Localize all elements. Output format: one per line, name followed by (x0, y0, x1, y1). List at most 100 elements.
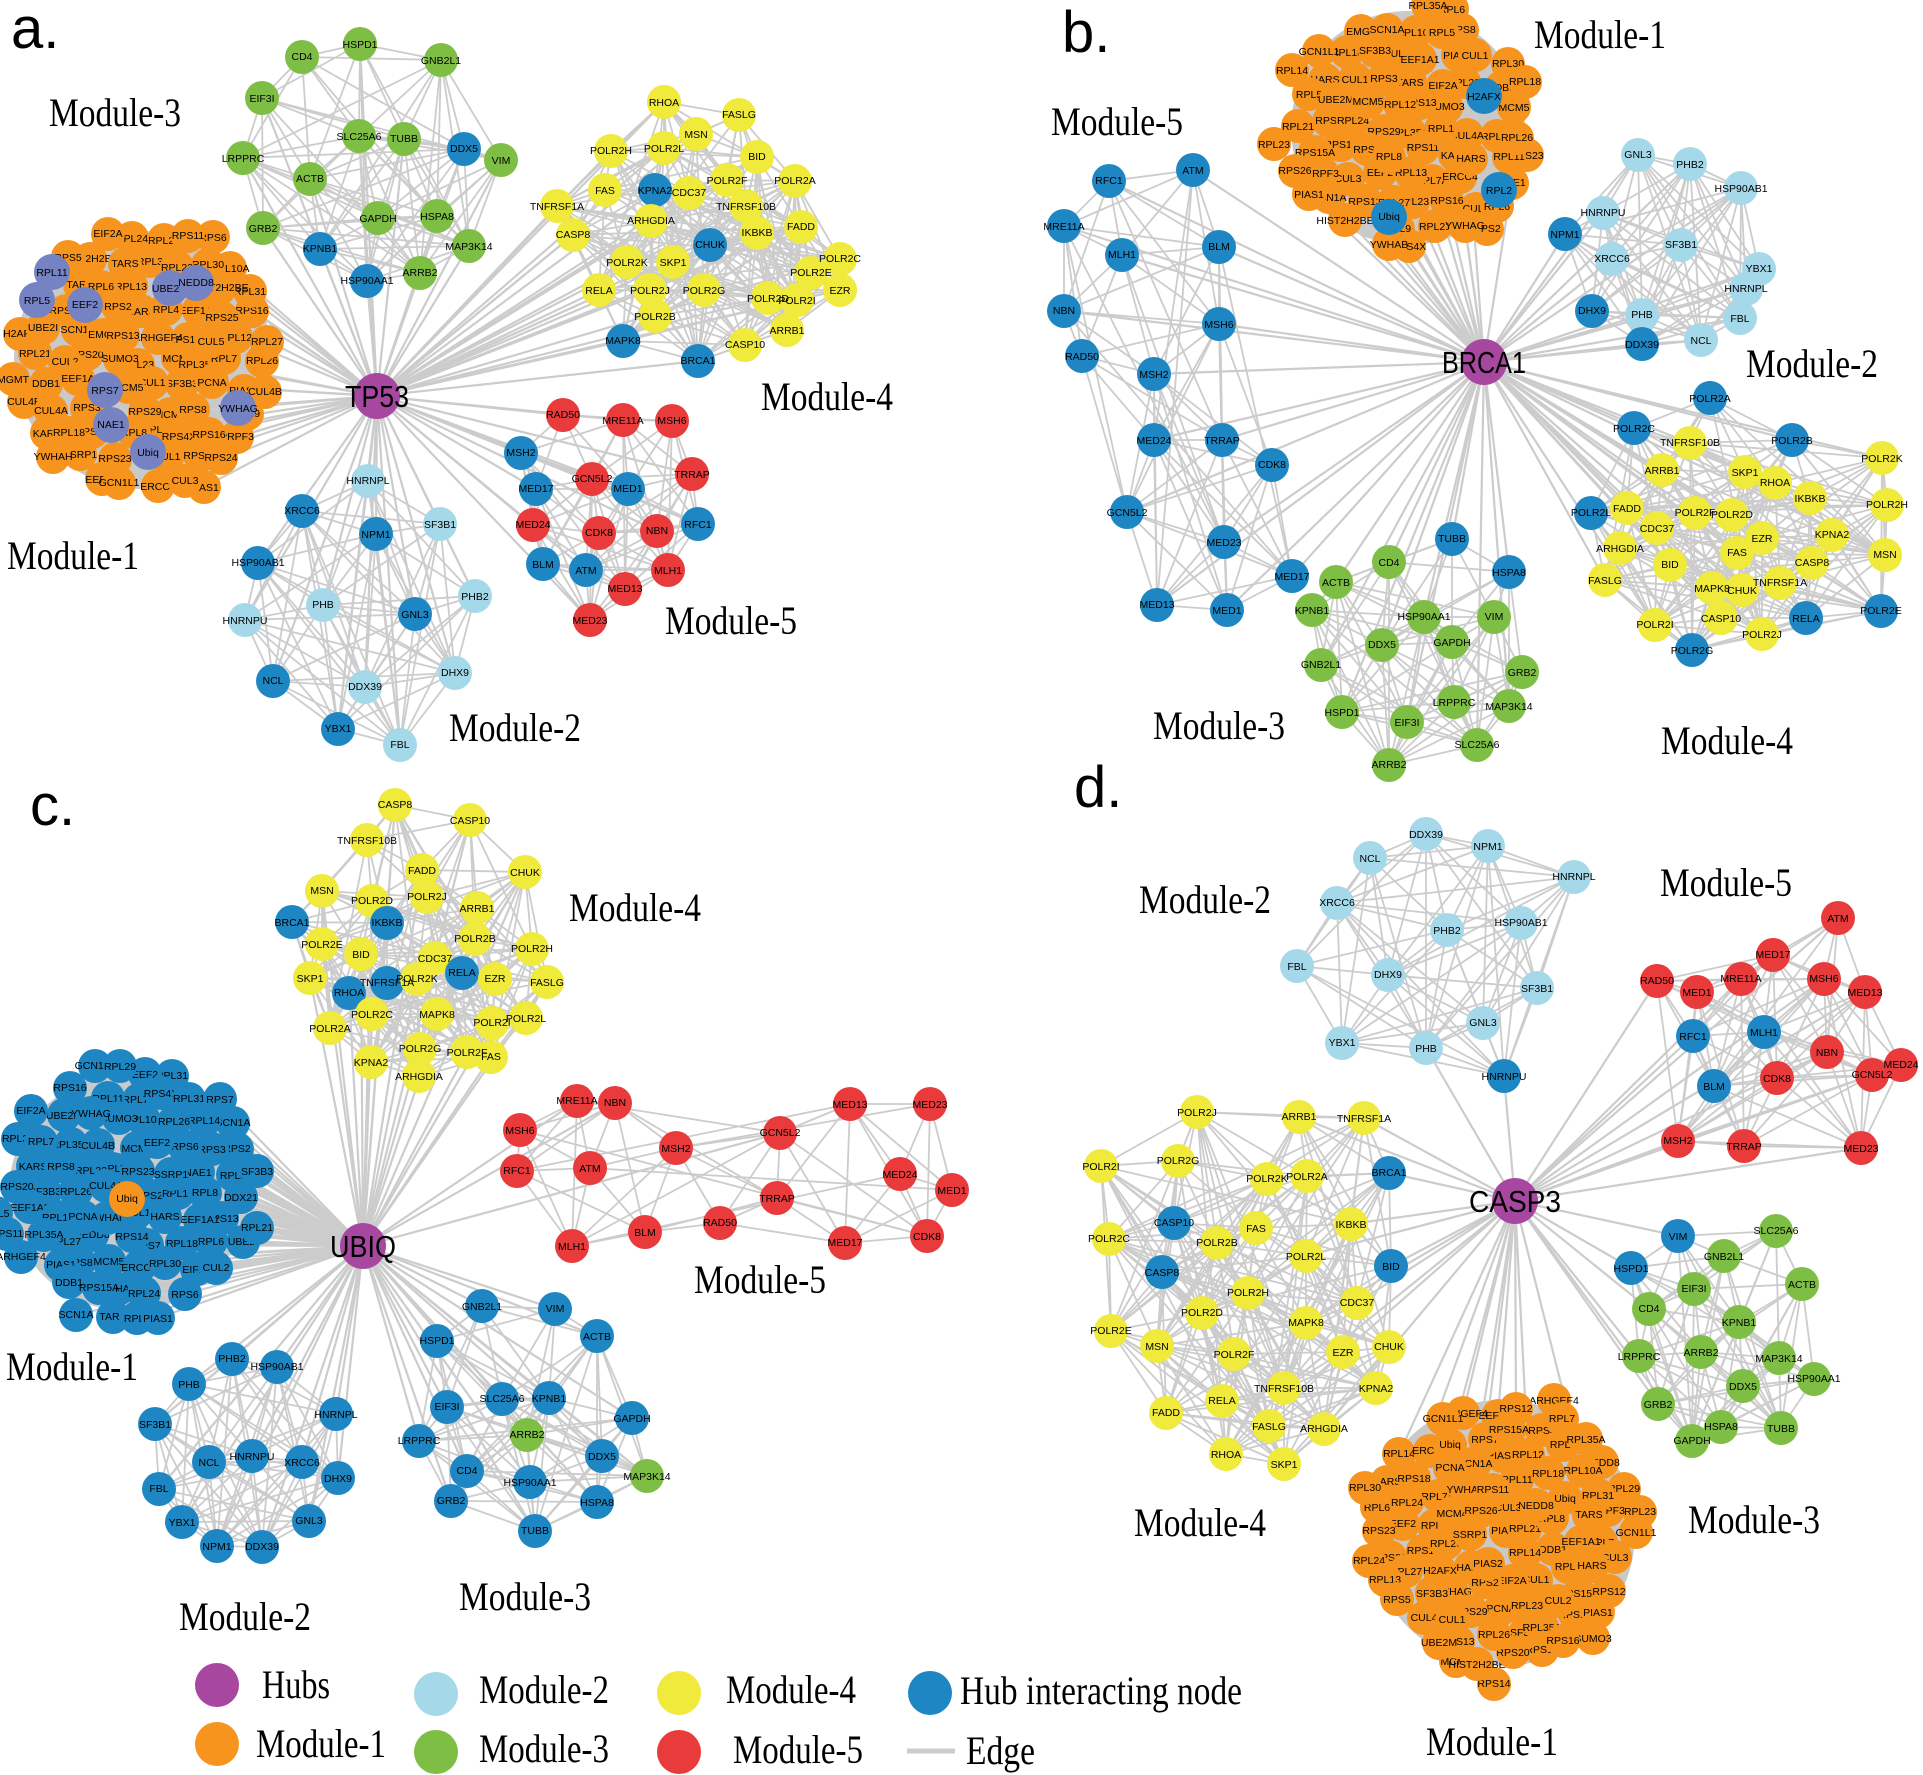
svg-text:ARHGDIA: ARHGDIA (395, 1071, 443, 1083)
svg-text:KPNB1: KPNB1 (532, 1393, 567, 1405)
svg-text:UBIQ: UBIQ (330, 1229, 396, 1264)
svg-text:POLR2F: POLR2F (447, 1047, 488, 1059)
svg-text:RHOA: RHOA (1760, 477, 1790, 489)
svg-text:Module-5: Module-5 (694, 1257, 826, 1302)
svg-text:TNFRSF10B: TNFRSF10B (1254, 1383, 1314, 1395)
svg-text:MRE11A: MRE11A (1043, 221, 1084, 233)
svg-text:IKBKB: IKBKB (372, 917, 403, 929)
svg-text:MSH6: MSH6 (1809, 973, 1838, 985)
svg-text:MLH1: MLH1 (654, 565, 682, 577)
svg-text:Edge: Edge (966, 1728, 1035, 1773)
svg-text:POLR2D: POLR2D (1181, 1307, 1223, 1319)
svg-text:RPL21: RPL21 (1282, 121, 1314, 133)
svg-text:RPL5: RPL5 (24, 295, 50, 307)
svg-text:HSP90AA1: HSP90AA1 (1787, 1373, 1840, 1385)
svg-text:Module-1: Module-1 (256, 1721, 386, 1766)
svg-text:RPS23: RPS23 (98, 453, 131, 465)
svg-text:RPL2: RPL2 (1486, 185, 1512, 197)
svg-text:POLR2J: POLR2J (1742, 629, 1782, 641)
svg-text:ARHGEF4: ARHGEF4 (133, 332, 183, 344)
svg-text:RPL7: RPL7 (28, 1136, 54, 1148)
svg-text:BID: BID (1661, 559, 1679, 571)
svg-text:POLR2B: POLR2B (1771, 435, 1812, 447)
svg-text:BID: BID (352, 949, 370, 961)
svg-text:HSPA8: HSPA8 (420, 211, 454, 223)
svg-text:Module-4: Module-4 (726, 1667, 856, 1712)
svg-text:PCNA: PCNA (197, 377, 226, 389)
svg-text:Module-3: Module-3 (1153, 703, 1285, 748)
svg-text:EIF3I: EIF3I (249, 93, 274, 105)
svg-text:TRRAP: TRRAP (759, 1193, 795, 1205)
svg-text:FBL: FBL (1287, 961, 1306, 973)
svg-text:HARS: HARS (150, 1211, 179, 1223)
svg-text:RPL12: RPL12 (220, 332, 252, 344)
svg-text:LRPPRC: LRPPRC (1618, 1351, 1661, 1363)
svg-text:EEF1A1: EEF1A1 (1400, 54, 1439, 66)
svg-text:YWHAG: YWHAG (1445, 220, 1485, 232)
svg-text:POLR2J: POLR2J (407, 891, 447, 903)
svg-text:MSN: MSN (1145, 1341, 1168, 1353)
svg-text:YBX1: YBX1 (169, 1517, 196, 1529)
svg-text:EIF2A: EIF2A (1497, 1575, 1526, 1587)
svg-text:RPS20: RPS20 (0, 1181, 33, 1193)
svg-text:BLM: BLM (1703, 1081, 1725, 1093)
svg-text:RPS3: RPS3 (198, 1144, 226, 1156)
svg-text:CASP10: CASP10 (1154, 1217, 1194, 1229)
svg-text:PIAS2: PIAS2 (1473, 1558, 1503, 1570)
svg-text:RPS11: RPS11 (172, 230, 205, 242)
svg-text:KPNB1: KPNB1 (1295, 605, 1330, 617)
svg-text:CUL1: CUL1 (1342, 74, 1369, 86)
svg-text:RHOA: RHOA (334, 987, 364, 999)
svg-text:KPNB1: KPNB1 (303, 243, 338, 255)
svg-text:RPL1: RPL1 (1428, 123, 1454, 135)
svg-text:YWHAG: YWHAG (71, 1108, 111, 1120)
svg-text:RPL31: RPL31 (234, 286, 266, 298)
svg-text:YWHAB: YWHAB (1370, 239, 1409, 251)
svg-text:TNFRSF1A: TNFRSF1A (1753, 577, 1807, 589)
svg-text:RPS11: RPS11 (0, 1228, 23, 1240)
svg-text:CHUK: CHUK (510, 867, 540, 879)
svg-text:POLR2E: POLR2E (1860, 605, 1901, 617)
svg-text:POLR2L: POLR2L (1571, 507, 1611, 519)
svg-text:YBX1: YBX1 (1329, 1037, 1356, 1049)
svg-text:PHB: PHB (1631, 309, 1653, 321)
svg-text:RPL11: RPL11 (1501, 1474, 1532, 1486)
svg-text:ARRB1: ARRB1 (1644, 465, 1679, 477)
svg-text:PHB2: PHB2 (1433, 925, 1461, 937)
svg-text:MED1: MED1 (613, 483, 642, 495)
svg-text:MAP3K14: MAP3K14 (1755, 1353, 1802, 1365)
svg-text:POLR2J: POLR2J (1177, 1107, 1217, 1119)
svg-text:POLR2G: POLR2G (1671, 645, 1714, 657)
svg-text:CDC37: CDC37 (1640, 523, 1675, 535)
svg-text:TRRAP: TRRAP (674, 469, 710, 481)
svg-text:CDK8: CDK8 (1258, 459, 1286, 471)
svg-text:MSH2: MSH2 (1663, 1135, 1692, 1147)
svg-text:SLC25A6: SLC25A6 (337, 131, 382, 143)
svg-text:CUL1: CUL1 (1523, 1574, 1550, 1586)
svg-text:RPL18: RPL18 (166, 1238, 198, 1250)
svg-text:RPS14: RPS14 (1324, 139, 1357, 151)
svg-text:MCM5: MCM5 (1499, 102, 1530, 114)
svg-text:BRCA1: BRCA1 (680, 355, 715, 367)
svg-text:PHB2: PHB2 (1676, 159, 1704, 171)
svg-text:GNB2L1: GNB2L1 (462, 1301, 502, 1313)
svg-text:POLR2F: POLR2F (1675, 507, 1716, 519)
svg-text:EIF3I: EIF3I (434, 1401, 459, 1413)
svg-text:MED23: MED23 (1206, 537, 1241, 549)
svg-text:ATM: ATM (575, 565, 596, 577)
svg-text:NCL: NCL (262, 675, 283, 687)
svg-text:RPL26: RPL26 (60, 1186, 92, 1198)
svg-text:ARRB1: ARRB1 (1281, 1111, 1316, 1123)
svg-text:HSPA8: HSPA8 (580, 1497, 614, 1509)
svg-text:CDK8: CDK8 (585, 527, 613, 539)
svg-text:RPL18: RPL18 (1532, 1468, 1564, 1480)
svg-text:Ubiq: Ubiq (1378, 211, 1400, 223)
svg-text:CUL5: CUL5 (198, 336, 225, 348)
svg-text:HSPD1: HSPD1 (1324, 707, 1359, 719)
svg-text:RPL29: RPL29 (104, 1061, 136, 1073)
svg-text:TNFRSF1A: TNFRSF1A (360, 977, 414, 989)
svg-text:SCN1A: SCN1A (1369, 24, 1404, 36)
svg-text:TUBB: TUBB (521, 1525, 549, 1537)
svg-text:MED13: MED13 (832, 1099, 867, 1111)
svg-text:RPL29: RPL29 (1608, 1483, 1640, 1495)
